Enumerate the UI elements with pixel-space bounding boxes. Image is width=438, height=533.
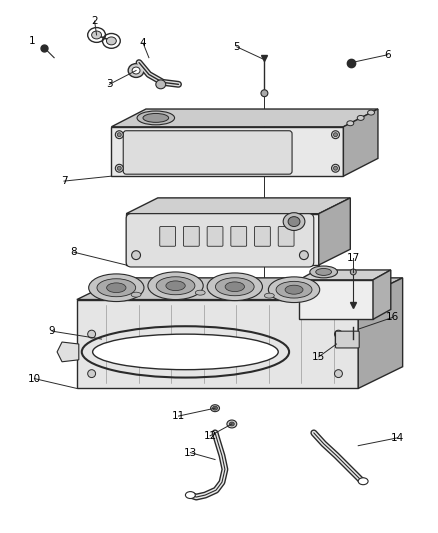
Polygon shape: [77, 278, 403, 300]
Ellipse shape: [215, 278, 254, 296]
Ellipse shape: [268, 277, 320, 303]
Ellipse shape: [335, 370, 343, 377]
Ellipse shape: [148, 272, 203, 300]
Ellipse shape: [212, 406, 218, 410]
Ellipse shape: [185, 491, 195, 498]
FancyBboxPatch shape: [184, 227, 199, 246]
Ellipse shape: [106, 283, 126, 293]
Ellipse shape: [92, 334, 278, 370]
Text: 14: 14: [391, 433, 404, 443]
Text: 15: 15: [312, 352, 325, 362]
Ellipse shape: [156, 277, 195, 295]
Text: 3: 3: [106, 79, 113, 90]
Text: 10: 10: [28, 374, 41, 384]
Text: 11: 11: [172, 411, 185, 421]
Ellipse shape: [137, 111, 175, 125]
Text: 17: 17: [346, 253, 360, 263]
Ellipse shape: [131, 292, 141, 297]
Ellipse shape: [128, 63, 144, 77]
Ellipse shape: [265, 293, 274, 298]
Ellipse shape: [283, 213, 305, 230]
Ellipse shape: [332, 164, 339, 172]
FancyBboxPatch shape: [207, 227, 223, 246]
Ellipse shape: [333, 133, 337, 136]
Ellipse shape: [117, 133, 121, 136]
Polygon shape: [57, 342, 79, 362]
Polygon shape: [343, 109, 378, 176]
Ellipse shape: [347, 121, 354, 126]
Ellipse shape: [357, 116, 364, 120]
Ellipse shape: [211, 405, 219, 411]
Ellipse shape: [285, 285, 303, 294]
Ellipse shape: [225, 282, 244, 292]
Ellipse shape: [115, 131, 123, 139]
Ellipse shape: [335, 330, 343, 338]
Ellipse shape: [106, 37, 117, 45]
FancyBboxPatch shape: [160, 227, 176, 246]
Polygon shape: [299, 270, 391, 280]
Ellipse shape: [88, 274, 144, 302]
Text: 2: 2: [91, 16, 98, 26]
Polygon shape: [319, 198, 350, 265]
Ellipse shape: [92, 31, 102, 39]
Ellipse shape: [115, 164, 123, 172]
Polygon shape: [299, 280, 373, 319]
Ellipse shape: [207, 273, 262, 301]
Ellipse shape: [316, 269, 332, 276]
FancyBboxPatch shape: [278, 227, 294, 246]
Polygon shape: [373, 270, 391, 319]
Polygon shape: [126, 214, 319, 265]
Polygon shape: [358, 278, 403, 389]
Ellipse shape: [156, 80, 166, 89]
FancyBboxPatch shape: [231, 227, 247, 246]
Text: 9: 9: [49, 326, 56, 336]
Ellipse shape: [367, 110, 374, 115]
FancyBboxPatch shape: [126, 214, 314, 267]
Text: 4: 4: [140, 38, 146, 48]
Polygon shape: [77, 300, 358, 389]
Text: 5: 5: [233, 42, 240, 52]
Ellipse shape: [332, 131, 339, 139]
Ellipse shape: [117, 166, 121, 170]
Ellipse shape: [358, 478, 368, 484]
Ellipse shape: [230, 422, 234, 426]
Ellipse shape: [195, 290, 205, 295]
FancyBboxPatch shape: [123, 131, 292, 174]
Ellipse shape: [300, 251, 308, 260]
Ellipse shape: [276, 281, 312, 298]
FancyBboxPatch shape: [336, 331, 359, 348]
Ellipse shape: [132, 251, 141, 260]
Text: 16: 16: [386, 312, 399, 322]
Text: 8: 8: [71, 247, 77, 257]
Ellipse shape: [88, 330, 95, 338]
Ellipse shape: [350, 269, 356, 275]
Ellipse shape: [143, 114, 169, 123]
Polygon shape: [126, 198, 350, 214]
Ellipse shape: [288, 216, 300, 227]
Text: 7: 7: [61, 176, 67, 186]
FancyBboxPatch shape: [254, 227, 270, 246]
Text: 13: 13: [184, 448, 197, 458]
Ellipse shape: [261, 90, 268, 96]
Ellipse shape: [88, 370, 95, 377]
Ellipse shape: [310, 266, 337, 278]
Ellipse shape: [132, 67, 140, 74]
Text: 12: 12: [204, 431, 217, 441]
Text: 1: 1: [29, 36, 36, 46]
Polygon shape: [111, 109, 378, 127]
Ellipse shape: [227, 420, 237, 428]
Text: 6: 6: [385, 50, 391, 60]
Polygon shape: [111, 127, 343, 176]
Ellipse shape: [166, 281, 185, 290]
Ellipse shape: [333, 166, 337, 170]
Ellipse shape: [97, 279, 136, 297]
